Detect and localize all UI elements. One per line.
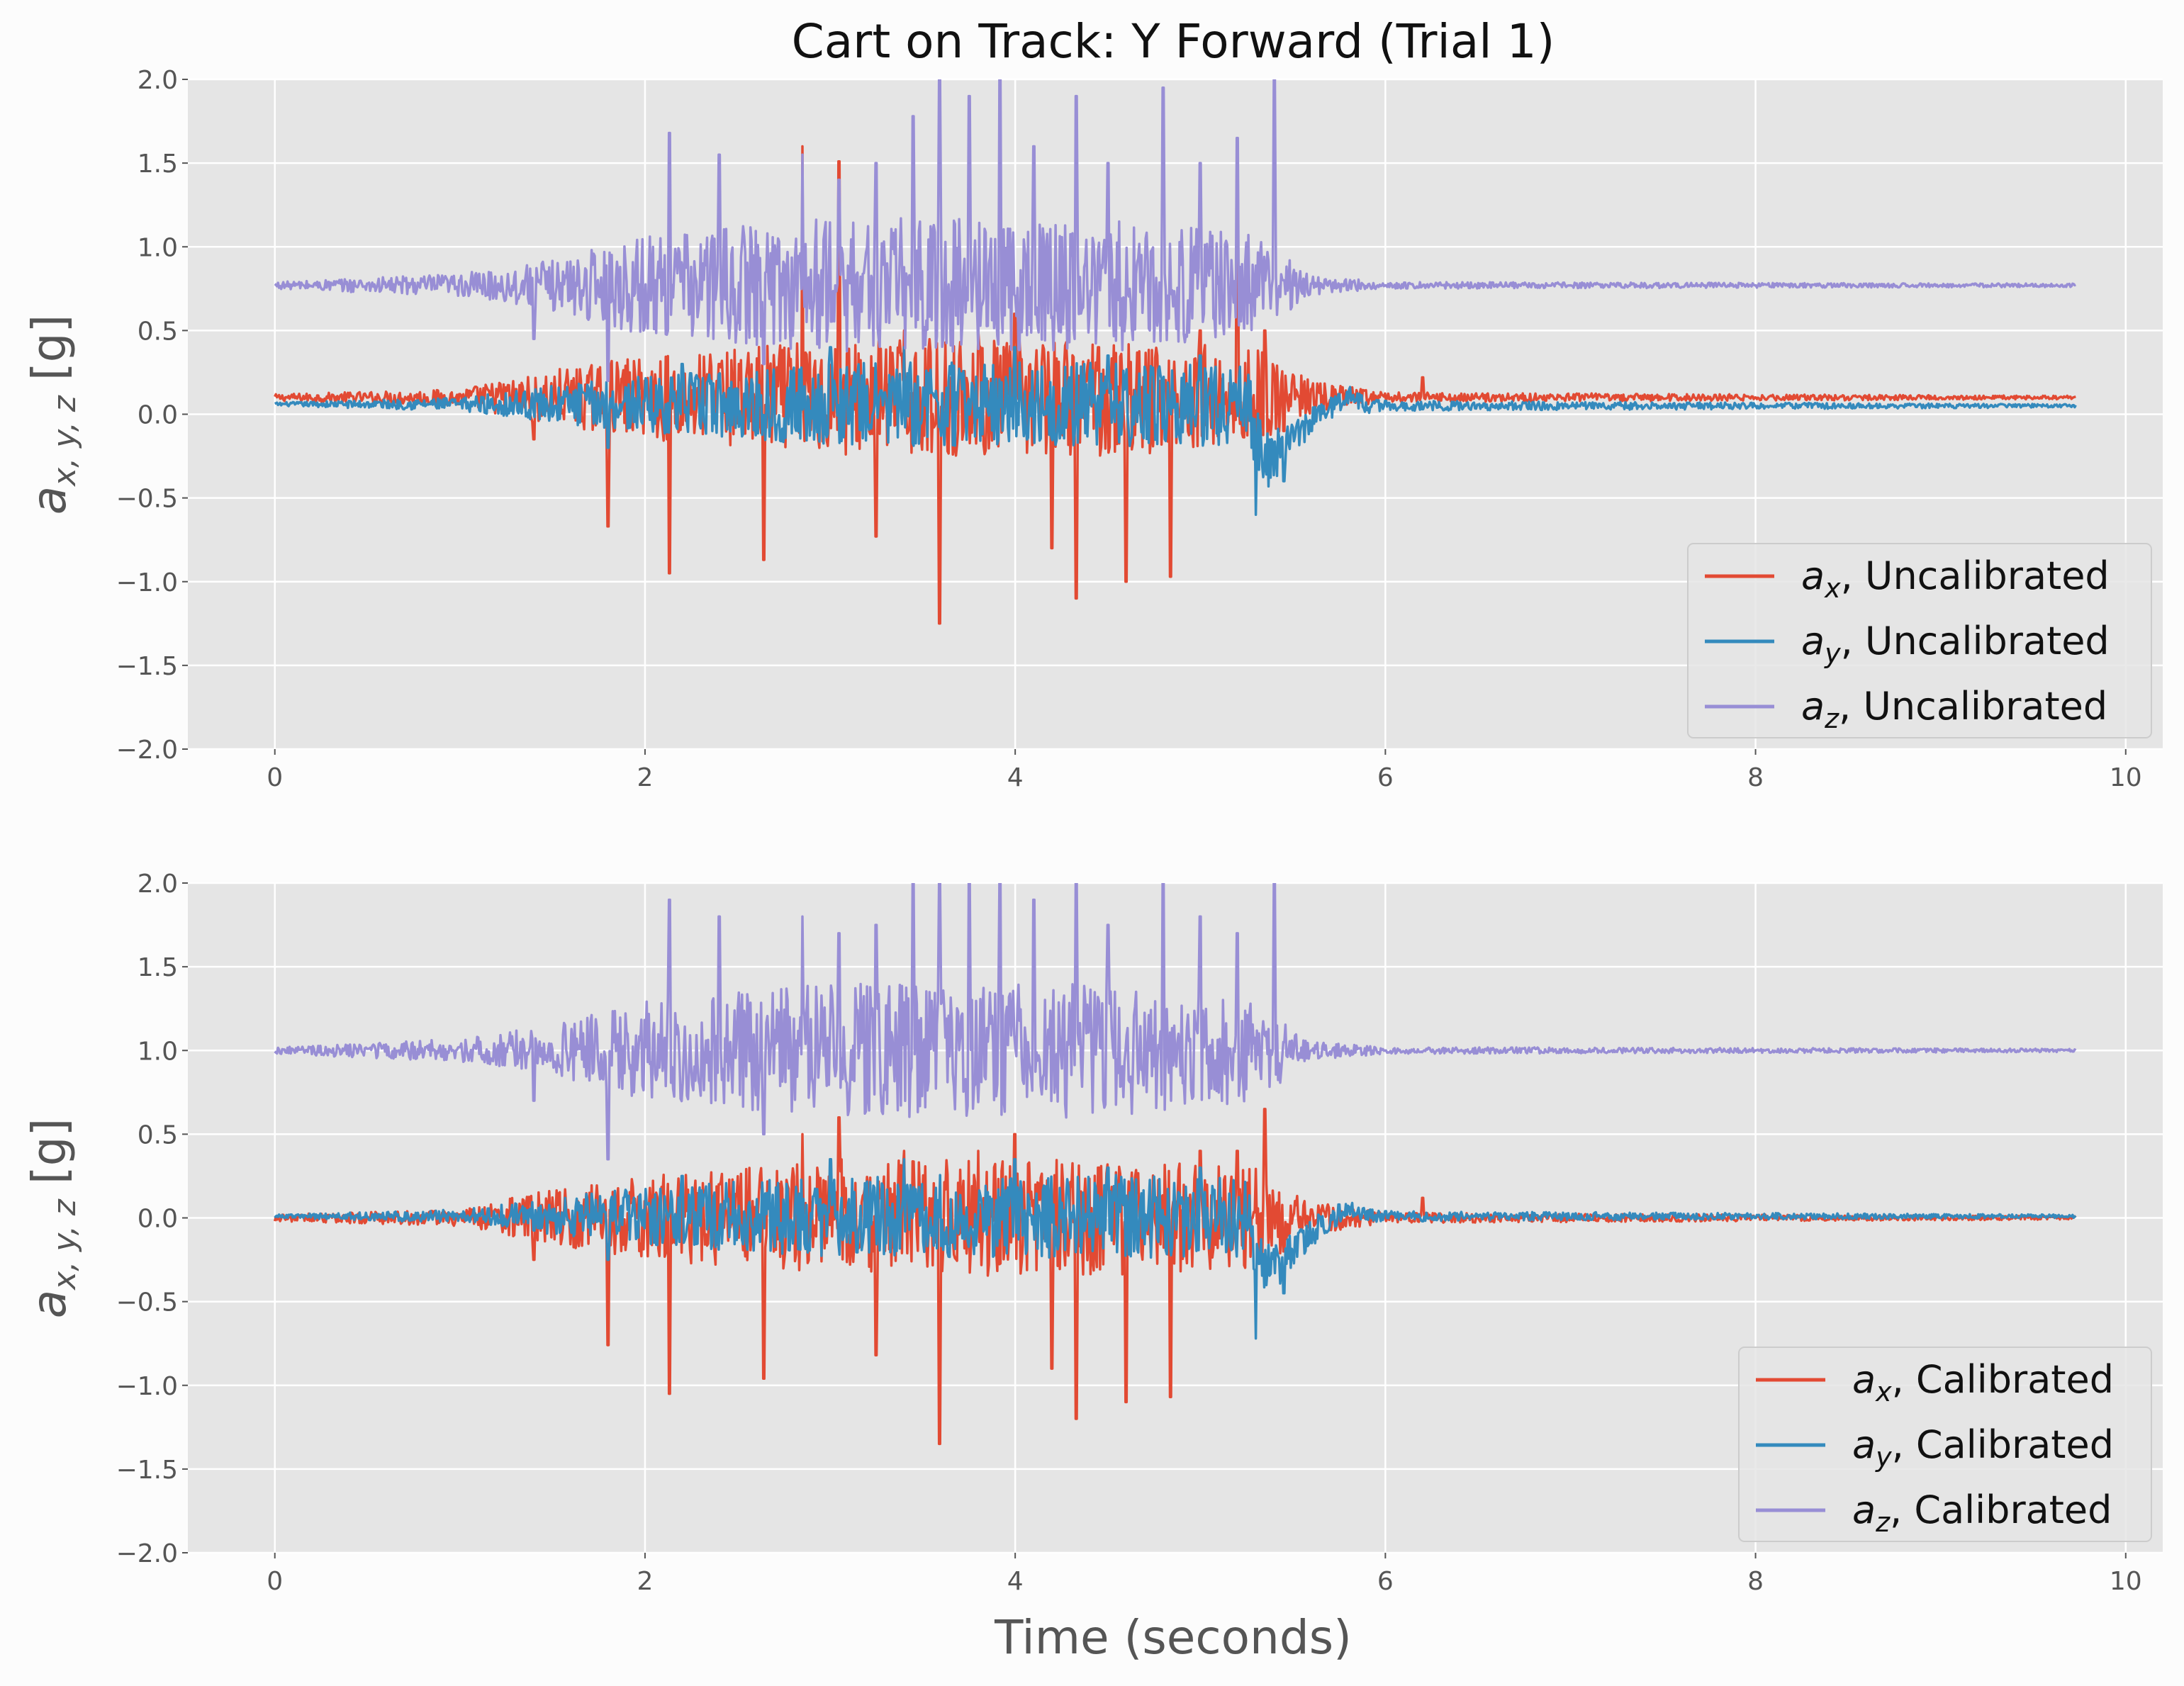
bottom-x-tick-label: 8 <box>1747 1567 1764 1596</box>
top-y-tick-label: −2.0 <box>116 736 178 765</box>
bottom-y-tick-label: 2.0 <box>138 870 178 899</box>
top-x-tick-label: 6 <box>1377 763 1394 792</box>
bottom-y-axis-label: ax, y, z [g] <box>22 1118 83 1319</box>
top-x-tick-label: 4 <box>1007 763 1024 792</box>
bottom-legend-label: az, Calibrated <box>1852 1488 2112 1538</box>
bottom-x-tick-label: 4 <box>1007 1567 1024 1596</box>
top-y-tick-labels: −2.0 −1.5 −1.0 −0.5 0.0 0.5 1.0 1.5 2.0 <box>116 66 188 765</box>
top-series <box>274 79 2077 625</box>
bottom-y-tick-label: −2.0 <box>116 1539 178 1568</box>
bottom-y-tick-labels: −2.0 −1.5 −1.0 −0.5 0.0 0.5 1.0 1.5 2.0 <box>116 870 188 1568</box>
bottom-legend-label: ax, Calibrated <box>1852 1357 2114 1407</box>
top-x-tick-label: 2 <box>637 763 653 792</box>
top-legend: ax, Uncalibrated ay, Uncalibrated az, Unca… <box>1687 543 2152 738</box>
top-x-tick-label: 0 <box>267 763 283 792</box>
top-y-tick-label: 1.5 <box>138 150 178 179</box>
bottom-x-tick-label: 6 <box>1377 1567 1394 1596</box>
bottom-y-tick-label: 0.5 <box>138 1120 178 1150</box>
top-y-tick-label: −1.0 <box>116 568 178 597</box>
top-x-tick-label: 10 <box>2110 763 2142 792</box>
bottom-series-line-y <box>274 1158 2077 1340</box>
bottom-legend: ax, Calibrated ay, Calibrated az, Calibrat… <box>1738 1347 2152 1542</box>
top-y-tick-label: 1.0 <box>138 233 178 262</box>
bottom-panel: −2.0−1.5−1.0−0.50.00.51.01.52.0 0 2 4 6 8 10 … <box>22 870 2163 1596</box>
bottom-x-tick-label: 0 <box>267 1567 283 1596</box>
top-x-tick-label: 8 <box>1747 763 1764 792</box>
bottom-y-tick-label: −0.5 <box>116 1288 178 1317</box>
bottom-x-tick-labels: 0 2 4 6 8 10 <box>267 1553 2142 1596</box>
top-legend-label: az, Uncalibrated <box>1801 684 2107 734</box>
bottom-series-line-z <box>274 883 2077 1161</box>
bottom-series <box>273 883 2077 1446</box>
bottom-y-tick-label: 1.0 <box>138 1037 178 1066</box>
bottom-x-tick-label: 10 <box>2110 1567 2142 1596</box>
bottom-legend-box <box>1738 1347 2152 1542</box>
top-y-tick-label: 0.5 <box>138 317 178 346</box>
bottom-y-tick-label: −1.5 <box>116 1456 178 1485</box>
bottom-legend-label: ay, Calibrated <box>1852 1422 2114 1473</box>
bottom-x-tick-label: 2 <box>637 1567 653 1596</box>
top-legend-box <box>1687 543 2152 738</box>
chart-title: Cart on Track: Y Forward (Trial 1) <box>792 14 1555 69</box>
top-legend-label: ax, Uncalibrated <box>1801 553 2110 604</box>
x-axis-label: Time (seconds) <box>994 1610 1352 1665</box>
bottom-y-tick-label: 0.0 <box>138 1205 178 1234</box>
top-x-tick-labels: 0 2 4 6 8 10 <box>267 749 2142 792</box>
bottom-y-tick-label: 1.5 <box>138 953 178 982</box>
bottom-y-tick-label: −1.0 <box>116 1372 178 1401</box>
top-panel: −2.0−1.5−1.0−0.50.00.51.01.52.0 0 2 4 6 8 10 … <box>22 66 2163 792</box>
top-series-line-y <box>274 346 2077 517</box>
top-legend-label: ay, Uncalibrated <box>1801 619 2110 669</box>
top-y-tick-label: 2.0 <box>138 66 178 95</box>
top-y-tick-label: −0.5 <box>116 485 178 514</box>
top-series-line-z <box>274 79 2076 383</box>
top-y-tick-label: 0.0 <box>138 401 178 430</box>
top-y-tick-label: −1.5 <box>116 652 178 681</box>
top-y-axis-label: ax, y, z [g] <box>22 315 83 515</box>
